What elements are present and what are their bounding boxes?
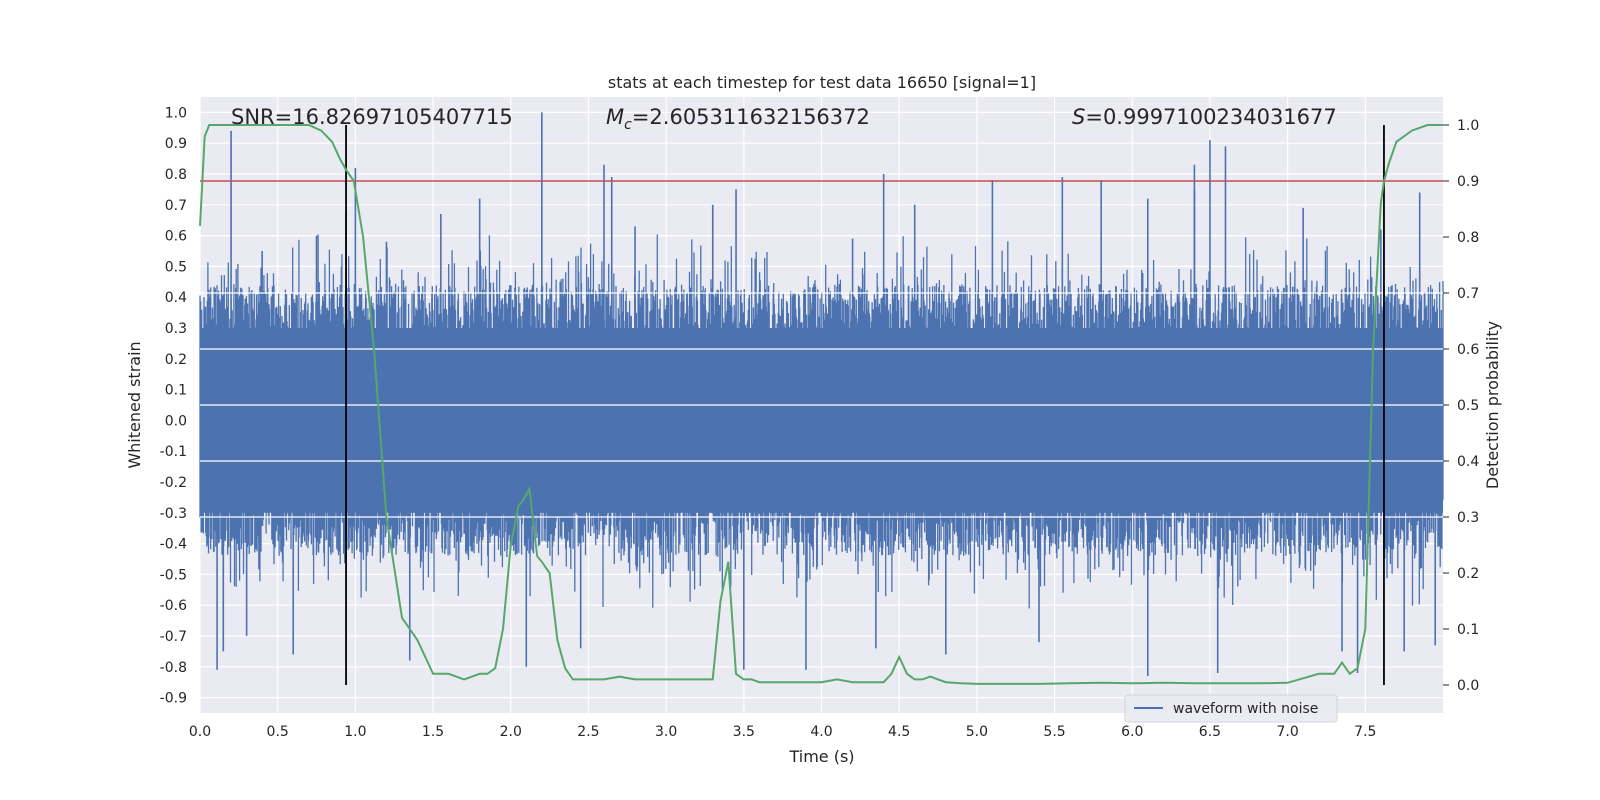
x-tick-label: 3.0: [655, 724, 677, 740]
y-tick-label: 0.2: [165, 352, 187, 368]
y-tick-label: -0.6: [160, 598, 187, 614]
y-tick-label: -0.5: [160, 567, 187, 583]
y2-tick-label: 0.0: [1457, 678, 1479, 694]
y-tick-label: -0.4: [160, 537, 187, 553]
y2-tick-label: 0.7: [1457, 286, 1479, 302]
x-axis-label: Time (s): [788, 747, 854, 766]
y-tick-label: -0.7: [160, 629, 187, 645]
probability-line: [199, 124, 1443, 685]
y-tick-label: 0.3: [165, 321, 187, 337]
tick-labels: 0.0 0.5 1.0 1.5 2.0 2.5 3.0 3.5 4.0 4.5 5.0 5.5 6.0 6…: [160, 105, 1480, 740]
x-tick-label: 5.0: [966, 724, 988, 740]
y-tick-label: -0.2: [160, 475, 187, 491]
y-tick-label: 1.0: [165, 105, 187, 121]
y-tick-label: -0.9: [160, 691, 187, 707]
y-tick-label: 0.4: [165, 290, 187, 306]
s-value: =0.9997100234031677: [1085, 105, 1336, 129]
y2-tick-label: 0.9: [1457, 174, 1479, 190]
s-annotation: S=0.9997100234031677: [1072, 105, 1337, 129]
x-tick-label: 2.5: [577, 724, 599, 740]
y-tick-label: 0.8: [165, 167, 187, 183]
y2-axis-label: Detection probability: [1483, 321, 1502, 489]
x-tick-label: 3.5: [733, 724, 755, 740]
legend-entry-waveform: waveform with noise: [1173, 701, 1318, 717]
legend: waveform with noise: [1124, 694, 1338, 723]
y-tick-label: 0.1: [165, 383, 187, 399]
x-tick-label: 7.5: [1354, 724, 1376, 740]
y2-tick-label: 0.8: [1457, 230, 1479, 246]
snr-annotation: SNR=16.82697105407715: [231, 105, 513, 129]
x-tick-label: 4.5: [888, 724, 910, 740]
waveform-dense-band: [200, 328, 1443, 513]
y-tick-label: 0.6: [165, 229, 187, 245]
y-tick-label: -0.8: [160, 660, 187, 676]
x-tick-label: 7.0: [1276, 724, 1298, 740]
y2-tick-label: 1.0: [1457, 118, 1479, 134]
y2-tick-label: 0.4: [1457, 454, 1479, 470]
y-tick-label: 0.7: [165, 198, 187, 214]
y-tick-label: 0.9: [165, 136, 187, 152]
y-axis-label: Whitened strain: [125, 341, 144, 468]
reference-lines: [200, 125, 1443, 685]
mc-subscript: c: [624, 117, 632, 133]
waveform-series: [199, 112, 1444, 677]
mc-symbol: M: [606, 105, 624, 129]
y-tick-label: 0.0: [165, 413, 187, 429]
chart-title: stats at each timestep for test data 166…: [608, 73, 1036, 92]
x-tick-label: 2.0: [500, 724, 522, 740]
y-tick-label: 0.5: [165, 259, 187, 275]
x-tick-label: 1.0: [344, 724, 366, 740]
x-tick-label: 0.5: [267, 724, 289, 740]
x-tick-label: 6.5: [1199, 724, 1221, 740]
x-tick-label: 5.5: [1043, 724, 1065, 740]
x-tick-label: 4.0: [810, 724, 832, 740]
mc-value: =2.605311632156372: [632, 105, 870, 129]
y2-tick-label: 0.3: [1457, 510, 1479, 526]
y-tick-label: -0.3: [160, 506, 187, 522]
x-tick-label: 6.0: [1121, 724, 1143, 740]
y2-tick-label: 0.1: [1457, 622, 1479, 638]
legend-box: [1124, 694, 1338, 723]
y-tick-label: -0.1: [160, 444, 187, 460]
probability-series: [199, 124, 1443, 685]
mc-annotation: Mc=2.605311632156372: [606, 105, 870, 133]
x-tick-label: 1.5: [422, 724, 444, 740]
y2-tick-label: 0.6: [1457, 342, 1479, 358]
s-symbol: S: [1072, 105, 1085, 129]
x-tick-label: 0.0: [189, 724, 211, 740]
y2-tick-label: 0.2: [1457, 566, 1479, 582]
y2-tick-label: 0.5: [1457, 398, 1479, 414]
